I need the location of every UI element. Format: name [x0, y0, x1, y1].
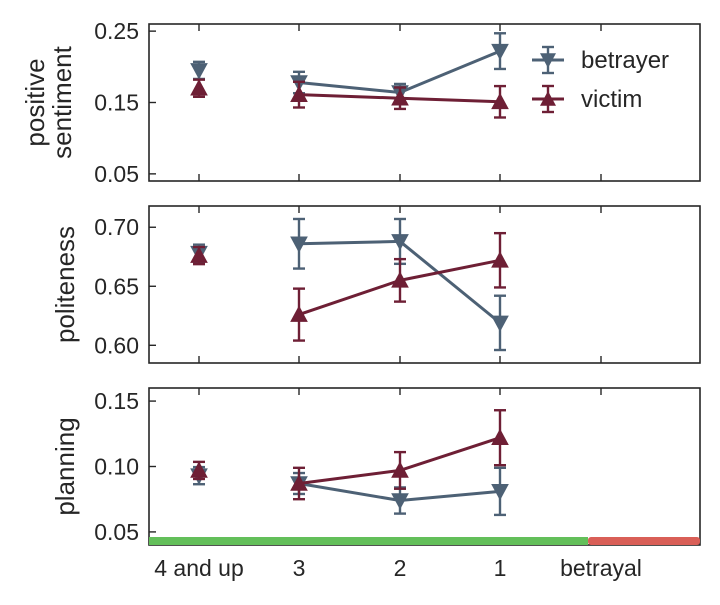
marker-victim: [391, 461, 409, 478]
y-axis-label: sentiment: [47, 45, 77, 158]
marker-victim: [190, 246, 208, 263]
y-tick-label: 0.05: [94, 161, 139, 187]
x-tick-label: 3: [293, 555, 306, 581]
legend-label-victim: victim: [581, 86, 642, 113]
marker-victim: [290, 474, 308, 491]
y-tick-label: 0.10: [94, 454, 139, 480]
marker-victim: [491, 428, 509, 446]
x-tick-label: 1: [494, 555, 507, 581]
y-tick-label: 0.05: [94, 519, 139, 545]
marker-betrayer: [491, 484, 509, 501]
legend-label-betrayer: betrayer: [581, 47, 669, 74]
marker-betrayer: [391, 234, 409, 251]
marker-victim: [290, 305, 308, 322]
y-axis-label: positive: [20, 58, 50, 146]
panel-2: 0.60 0.65 0.70 politeness: [50, 205, 701, 364]
marker-victim: [190, 461, 208, 478]
marker-betrayer: [491, 43, 509, 61]
marker-victim: [391, 89, 409, 106]
y-tick-label: 0.15: [94, 90, 139, 116]
panel-3: 0.05 0.10 0.15 planning: [50, 387, 701, 546]
marker-victim: [491, 251, 509, 268]
x-tick-label: 4 and up: [154, 555, 244, 581]
marker-betrayer: [391, 493, 409, 510]
y-axis-label: politeness: [50, 226, 80, 343]
panel-frame: [148, 387, 701, 546]
y-tick-label: 0.60: [94, 332, 139, 358]
marker-victim: [391, 271, 409, 288]
marker-victim: [190, 79, 208, 96]
legend-marker-betrayer: [540, 53, 556, 68]
y-tick-label: 0.70: [94, 214, 139, 240]
phase-bar-betrayal: [588, 537, 700, 545]
marker-victim: [491, 92, 509, 110]
legend-marker-victim: [540, 91, 556, 106]
y-tick-label: 0.65: [94, 273, 139, 299]
x-tick-label: 2: [394, 555, 407, 581]
marker-victim: [290, 85, 308, 102]
y-tick-label: 0.15: [94, 388, 139, 414]
legend: betrayer victim: [532, 45, 669, 114]
y-tick-label: 0.25: [94, 18, 139, 44]
marker-betrayer: [290, 236, 308, 253]
marker-betrayer: [190, 63, 208, 80]
phase-bar-pre: [149, 537, 588, 545]
y-axis-label: planning: [50, 417, 80, 515]
x-tick-label: betrayal: [560, 555, 642, 581]
marker-betrayer: [491, 315, 509, 332]
panel-frame: [148, 205, 701, 364]
